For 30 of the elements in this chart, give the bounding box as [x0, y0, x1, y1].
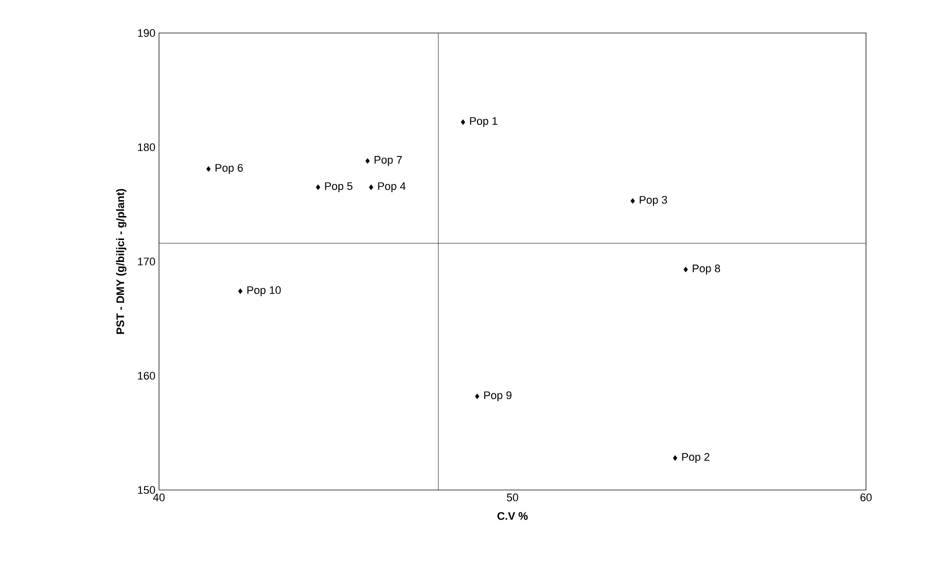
- series-label: Pop 9: [484, 391, 512, 402]
- x-tick-label: 40: [153, 494, 165, 502]
- y-tick-label: 150: [138, 486, 156, 494]
- point: [365, 158, 370, 164]
- y-tick-label: 160: [138, 372, 156, 380]
- x-tick-label: 50: [506, 494, 518, 502]
- point: [368, 184, 374, 190]
- point: [206, 166, 211, 172]
- y-tick-label: 190: [138, 29, 156, 37]
- series-label: Pop 4: [378, 182, 406, 192]
- series-label: Pop 1: [470, 117, 498, 128]
- point: [475, 394, 480, 400]
- point: [460, 119, 466, 125]
- x-axis-title: C.V %: [497, 512, 528, 520]
- point: [684, 266, 688, 272]
- series-label: Pop 5: [325, 182, 352, 192]
- point: [316, 184, 320, 190]
- series-label: Pop 3: [640, 196, 668, 206]
- point: [238, 288, 242, 294]
- y-tick-label: 170: [138, 258, 156, 266]
- series-label: Pop 6: [216, 164, 243, 174]
- point: [672, 455, 678, 461]
- x-tick-label: 60: [860, 494, 872, 502]
- series-label: Pop 2: [682, 453, 710, 463]
- point: [630, 198, 635, 204]
- series-label: Pop 10: [247, 286, 281, 296]
- series-label: Pop 7: [374, 156, 402, 166]
- y-axis-title: PST - DMY (g/biljci - g/plant): [116, 188, 126, 334]
- y-tick-label: 180: [138, 143, 156, 152]
- series-label: Pop 8: [692, 264, 720, 274]
